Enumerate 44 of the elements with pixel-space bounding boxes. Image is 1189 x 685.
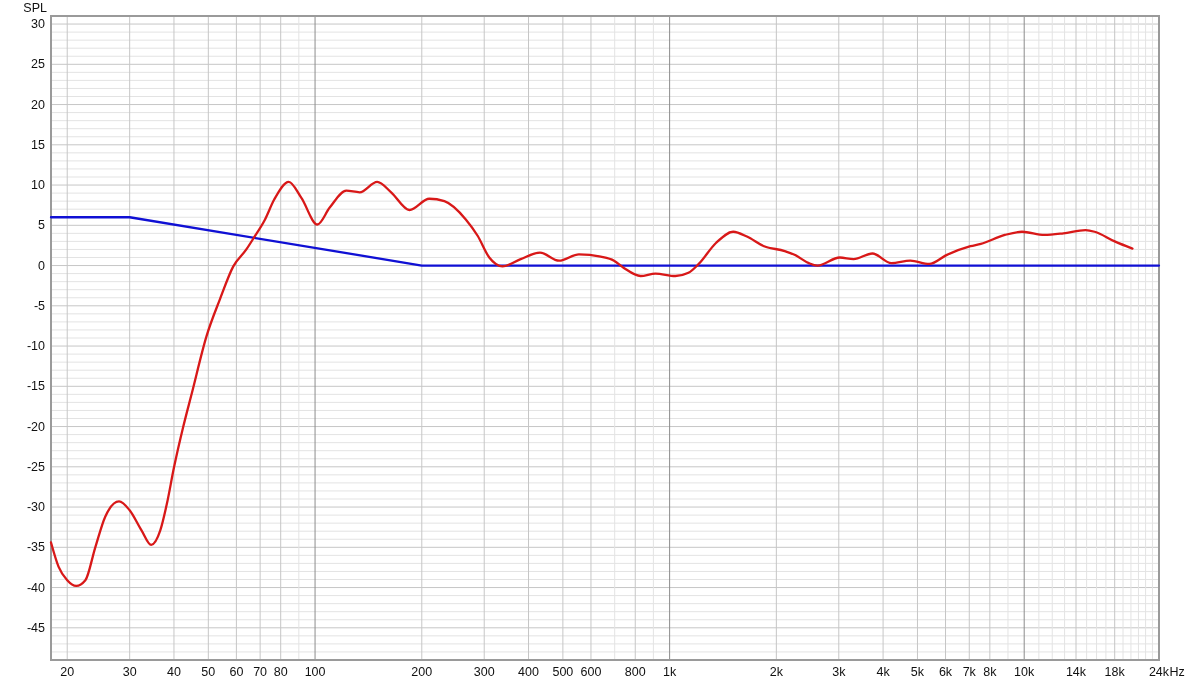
x-tick-label: 10k — [1014, 665, 1036, 679]
y-tick-label: -25 — [26, 459, 46, 474]
y-tick-label: -20 — [26, 419, 46, 434]
x-tick-label: 1k — [663, 665, 677, 679]
x-tick-label: 60 — [229, 665, 244, 679]
y-tick-label: -40 — [26, 580, 46, 595]
y-tick-label: 10 — [31, 178, 46, 193]
y-tick-label: 5 — [38, 218, 46, 233]
x-tick-label: 8k — [983, 665, 998, 679]
y-tick-label: 20 — [31, 97, 46, 112]
y-tick-label: 30 — [31, 17, 46, 32]
x-tick-label: 3k — [832, 665, 847, 679]
y-axis-title: SPL — [23, 1, 48, 15]
x-tick-label: 500 — [552, 665, 574, 679]
y-tick-label: 0 — [38, 258, 46, 273]
x-tick-label: 4k — [876, 665, 891, 679]
x-tick-label: 400 — [518, 665, 539, 679]
x-tick-label: 40 — [167, 665, 181, 679]
x-tick-label: 80 — [273, 665, 288, 679]
x-tick-label: 7k — [962, 665, 977, 679]
x-axis-title: Hz — [1169, 665, 1185, 679]
x-tick-label: 14k — [1065, 665, 1087, 679]
y-tick-label: 15 — [31, 137, 46, 152]
x-tick-label: 6k — [938, 665, 953, 679]
x-tick-label: 600 — [580, 665, 602, 679]
x-tick-label: 24k — [1148, 665, 1170, 679]
x-tick-label: 100 — [304, 665, 326, 679]
x-tick-label: 800 — [624, 665, 646, 679]
y-tick-label: -10 — [26, 339, 46, 354]
x-tick-label: 200 — [411, 665, 433, 679]
y-tick-label: -15 — [26, 379, 46, 394]
x-tick-label: 70 — [253, 665, 268, 679]
x-tick-label: 2k — [769, 665, 784, 679]
y-tick-label: -30 — [26, 500, 46, 515]
x-tick-label: 300 — [473, 665, 495, 679]
y-tick-label: 25 — [31, 57, 46, 72]
y-tick-label: -45 — [26, 620, 46, 635]
x-tick-label: 30 — [122, 665, 137, 679]
y-tick-label: -5 — [33, 298, 46, 313]
y-tick-label: -35 — [26, 540, 46, 555]
x-tick-label: 50 — [201, 665, 216, 679]
x-tick-label: 18k — [1104, 665, 1126, 679]
x-tick-label: 20 — [60, 665, 75, 679]
x-tick-label: 5k — [910, 665, 925, 679]
